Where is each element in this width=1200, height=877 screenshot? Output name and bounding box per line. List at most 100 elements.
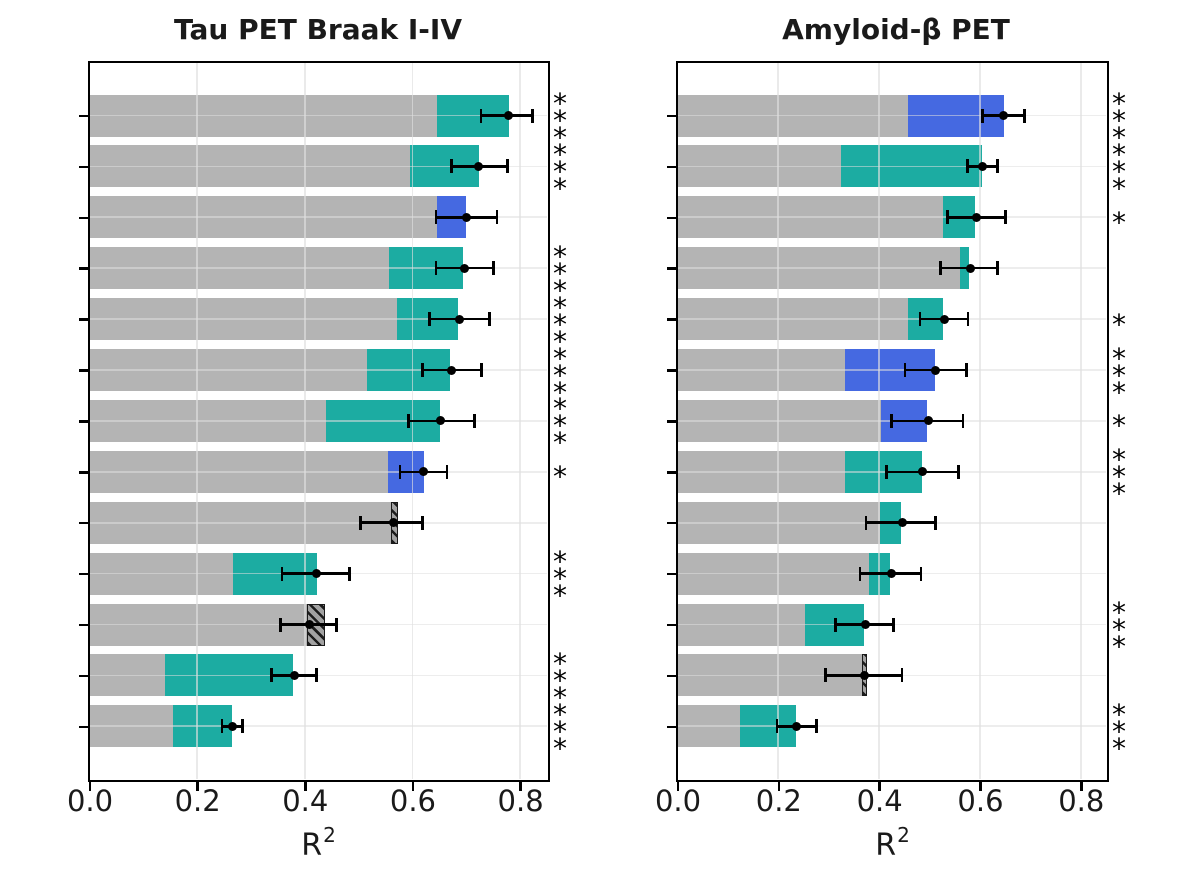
y-tick — [78, 521, 88, 525]
y-tick — [78, 369, 88, 372]
error-bar-point — [461, 212, 471, 222]
y-tick — [666, 725, 676, 729]
y-tick — [666, 216, 676, 220]
significance-star: * — [1112, 154, 1126, 188]
error-bar-cap — [956, 464, 960, 479]
significance-star: * — [553, 87, 567, 120]
gridline-horizontal — [89, 725, 547, 728]
panel-title-tau-pet: Tau PET Braak I-IV — [174, 13, 462, 46]
error-bar-point — [860, 620, 870, 629]
y-tick — [78, 623, 88, 627]
gridline-horizontal — [89, 521, 547, 524]
x-tick-label: 0.2 — [755, 784, 802, 818]
gridline-horizontal — [89, 674, 547, 677]
y-tick — [78, 572, 88, 576]
error-bar-cap — [815, 719, 818, 734]
error-bar-cap — [506, 159, 510, 174]
x-tick — [519, 781, 522, 791]
y-tick — [78, 267, 88, 270]
significance-star: * — [553, 680, 567, 714]
significance-star: * — [1112, 205, 1126, 239]
error-bar-point — [304, 620, 314, 629]
error-bar-cap — [966, 159, 969, 174]
error-bar-point — [419, 467, 429, 477]
significance-star: * — [1112, 731, 1126, 765]
error-bar-cap — [900, 668, 904, 683]
error-bar-cap — [1023, 108, 1026, 123]
gridline-horizontal — [677, 267, 1106, 270]
x-tick-label: 0.8 — [1058, 784, 1105, 818]
significance-star: * — [553, 579, 567, 613]
significance-star: * — [1112, 375, 1126, 409]
significance-star: * — [553, 663, 567, 697]
error-bar-cap — [775, 719, 779, 734]
error-bar-cap — [495, 210, 499, 225]
error-bar-cap — [434, 210, 438, 225]
significance-star: * — [553, 104, 567, 137]
error-bar-cap — [480, 363, 483, 377]
error-bar-point — [918, 467, 927, 477]
y-tick — [78, 114, 88, 118]
y-tick — [78, 420, 88, 423]
significance-star: * — [1112, 409, 1126, 443]
x-tick — [196, 781, 199, 791]
x-tick-label: 0.6 — [957, 784, 1004, 818]
gridline-horizontal — [677, 114, 1106, 117]
significance-star: * — [1112, 104, 1126, 137]
x-tick-label: 0.2 — [174, 784, 221, 818]
significance-star: * — [553, 273, 567, 307]
y-tick — [78, 216, 88, 220]
significance-star: * — [553, 697, 567, 731]
error-bar-cap — [918, 312, 922, 327]
significance-star: * — [553, 154, 567, 188]
error-bar-cap — [961, 413, 965, 428]
significance-star: * — [1112, 137, 1126, 171]
significance-star: * — [1112, 596, 1126, 629]
x-tick — [676, 781, 680, 791]
gridline-horizontal — [89, 165, 547, 168]
significance-star: * — [553, 358, 567, 392]
significance-star: * — [553, 239, 567, 273]
y-tick — [666, 521, 676, 525]
significance-star: * — [553, 562, 567, 596]
error-bar-cap — [996, 261, 999, 276]
error-bar-cap — [996, 159, 999, 174]
x-tick — [1080, 781, 1083, 791]
significance-star: * — [1112, 358, 1126, 392]
error-bar-cap — [241, 719, 244, 734]
error-bar-cap — [348, 566, 351, 581]
error-bar-cap — [834, 617, 838, 632]
x-axis-label-left: R2 — [301, 825, 336, 863]
significance-star: * — [553, 545, 567, 579]
significance-star: * — [553, 646, 567, 680]
error-bar-point — [474, 161, 484, 171]
gridline-horizontal — [677, 369, 1106, 371]
error-bar-cap — [315, 668, 318, 683]
gridline-horizontal — [677, 318, 1106, 320]
error-bar-cap — [449, 159, 453, 174]
significance-star: * — [553, 171, 567, 205]
x-tick-label: 0.4 — [856, 784, 903, 818]
error-bar-cap — [965, 363, 968, 377]
error-bar-cap — [335, 617, 338, 632]
error-bar-cap — [919, 566, 923, 581]
significance-star: * — [553, 409, 567, 443]
error-bar-cap — [966, 312, 970, 327]
significance-star: * — [553, 341, 567, 375]
y-tick — [666, 318, 676, 321]
x-axis-label-base: R — [875, 828, 897, 863]
error-bar-cap — [864, 515, 868, 530]
error-bar-point — [454, 314, 464, 324]
y-tick — [666, 471, 676, 474]
significance-star: * — [553, 307, 567, 341]
gridline-horizontal — [89, 267, 547, 270]
y-tick — [78, 165, 88, 169]
x-axis-label-right: R2 — [875, 825, 910, 863]
error-bar-point — [389, 518, 399, 528]
significance-star: * — [553, 731, 567, 765]
error-bar-point — [792, 721, 802, 731]
error-bar-cap — [889, 413, 893, 428]
error-bar-cap — [981, 108, 984, 123]
error-bar-point — [977, 161, 987, 171]
x-axis-label-base: R — [301, 828, 323, 863]
